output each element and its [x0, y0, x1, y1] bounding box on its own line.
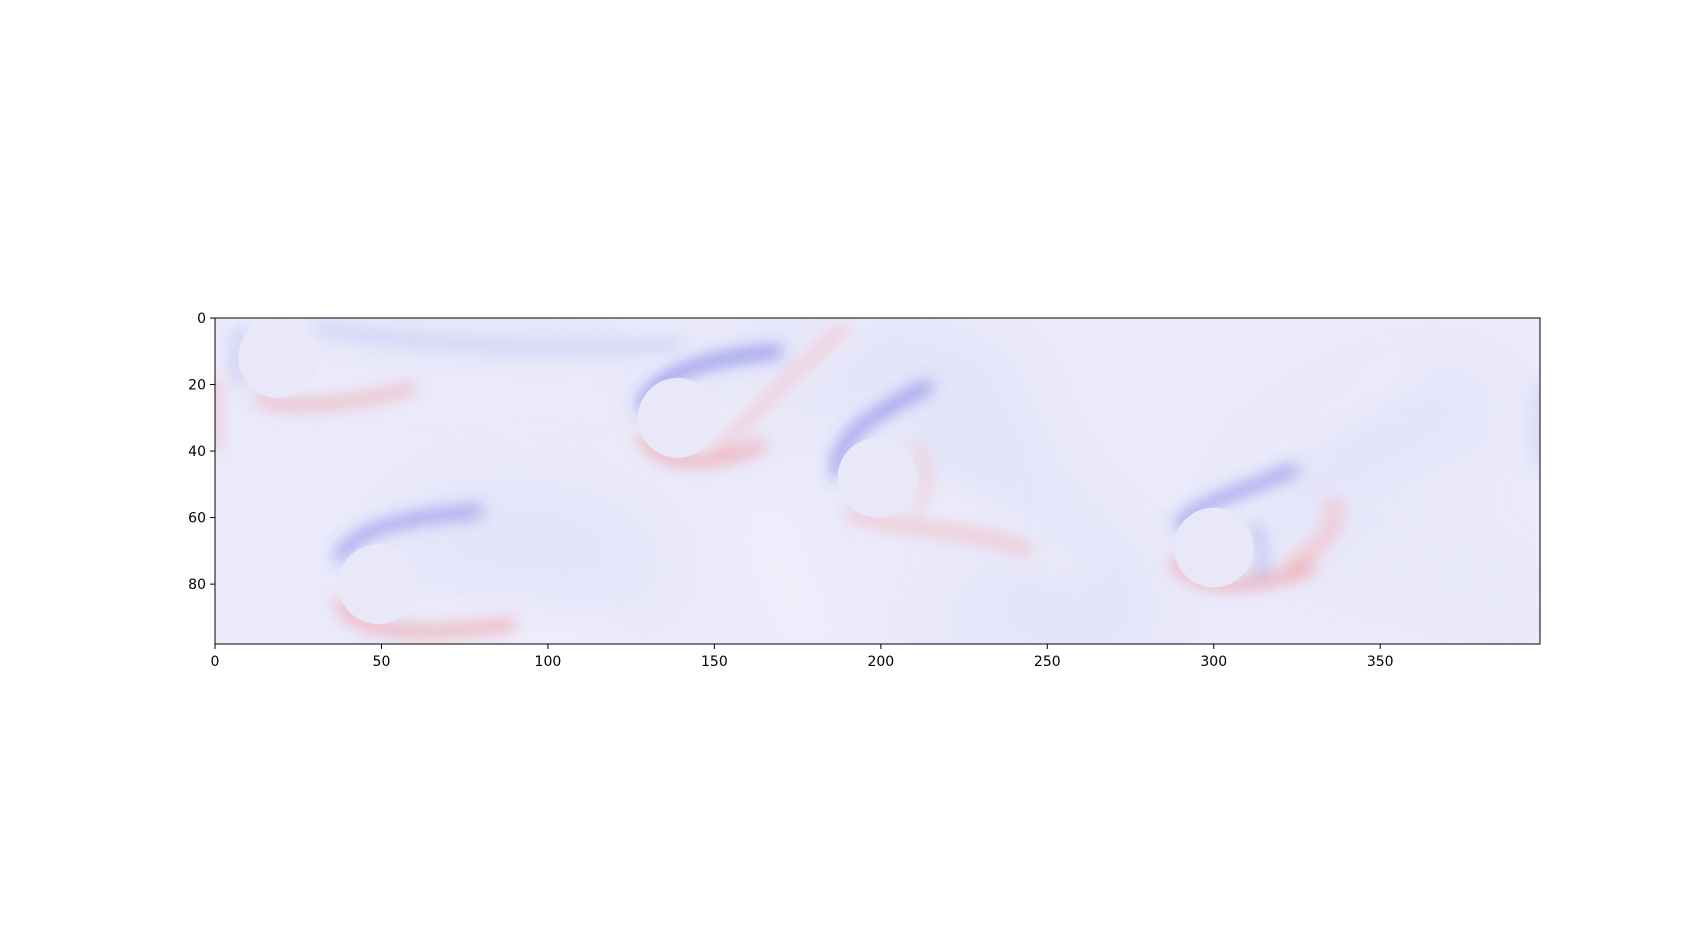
- shear-red-cyl-1: [253, 384, 416, 408]
- wake-band-2: [392, 518, 656, 591]
- shear-red-cyl-2: [335, 599, 516, 635]
- shear-blue-cyl-1: [233, 326, 248, 387]
- shear-white-3: [913, 496, 1091, 588]
- y-tick-label: 80: [188, 577, 206, 593]
- x-axis: 0 50 100 150 200 250 300 350: [211, 644, 1394, 670]
- y-tick-label: 20: [188, 378, 206, 394]
- shear-red-cyl-3b: [711, 321, 851, 461]
- x-tick-label: 350: [1367, 654, 1394, 670]
- y-axis: 0 20 40 60 80: [188, 311, 215, 593]
- cylinder-1: [238, 318, 319, 398]
- x-tick-label: 250: [1034, 654, 1061, 670]
- shear-blue-cyl-2: [335, 507, 482, 563]
- plot-area: [214, 317, 1541, 645]
- x-tick-label: 0: [211, 654, 220, 670]
- y-tick-label: 60: [188, 511, 206, 527]
- shear-red-cyl-5b: [1283, 496, 1342, 574]
- shear-white-6: [414, 619, 615, 644]
- x-tick-label: 200: [867, 654, 894, 670]
- x-tick-label: 50: [373, 654, 391, 670]
- wake-band-3: [707, 340, 1026, 430]
- cylinder-2: [338, 544, 419, 625]
- x-tick-label: 100: [535, 654, 562, 670]
- cylinder-group: [238, 318, 1254, 625]
- cylinder-3: [637, 377, 718, 458]
- x-tick-label: 300: [1200, 654, 1227, 670]
- shear-white-5: [759, 516, 819, 644]
- shear-red-cyl-4: [845, 507, 1033, 555]
- wake-band-5: [925, 603, 1151, 644]
- shear-white-4: [1226, 363, 1416, 505]
- vorticity-field: [215, 318, 1540, 644]
- wake-band-4: [910, 446, 1139, 614]
- shear-red-cyl-4b: [911, 442, 930, 514]
- shear-white-1: [307, 373, 615, 392]
- plot-frame: [214, 317, 1541, 645]
- shear-blue-cyl-4: [833, 381, 933, 479]
- shear-blue-cyl-5b: [1251, 523, 1266, 579]
- shear-red-cyl-3: [638, 432, 766, 465]
- shear-blue-cyl-5: [1174, 464, 1299, 530]
- wake-band-6: [1236, 394, 1502, 529]
- x-tick-label: 150: [701, 654, 728, 670]
- y-tick-label: 40: [188, 444, 206, 460]
- y-tick-label: 0: [197, 311, 206, 327]
- cylinder-4: [837, 437, 918, 518]
- shear-blue-cyl-1b: [314, 324, 682, 351]
- vorticity-field-data-space: [215, 318, 1540, 644]
- wake-band-7: [1308, 539, 1540, 627]
- cylinder-5: [1173, 507, 1254, 588]
